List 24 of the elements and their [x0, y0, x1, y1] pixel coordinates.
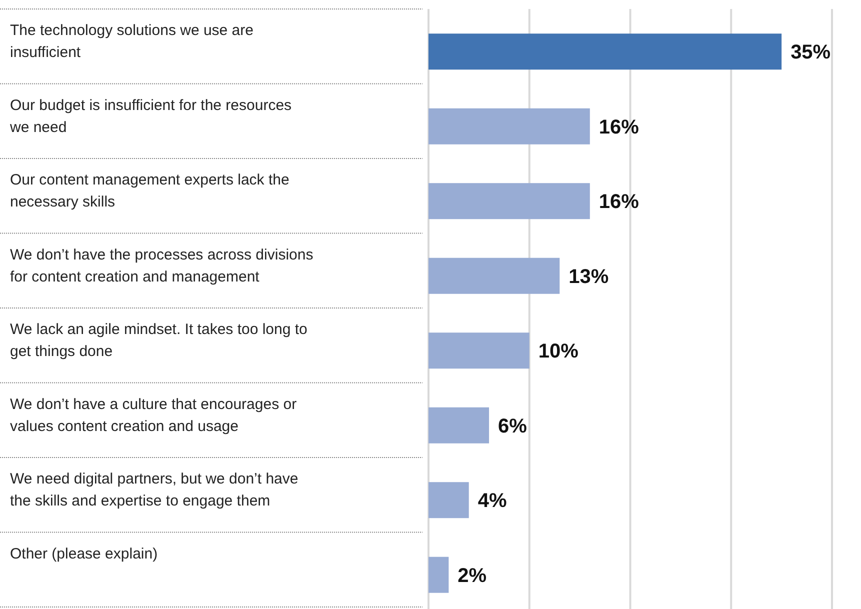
bar: [428, 108, 590, 144]
y-tick-label: Our budget is insufficient for the resources we need: [9, 96, 292, 136]
y-tick-label: Other (please explain): [10, 545, 158, 562]
y-tick-label: We don’t have a culture that encourages or values content creation and usage: [10, 396, 297, 435]
bar: [428, 34, 782, 70]
y-tick-label: We lack an agile mindset. It takes too long to get things done: [10, 321, 308, 360]
bar: [428, 258, 560, 294]
y-tick-label: We need digital partners, but we don’t have the skills and expertise to engage them: [10, 470, 298, 510]
y-tick-label: We don’t have the processes across divisions for content creation and management: [10, 246, 314, 286]
data-label: 2%: [458, 564, 487, 587]
bar: [428, 332, 530, 369]
data-label: 10%: [538, 340, 579, 363]
data-label: 16%: [598, 116, 640, 138]
y-tick-label: The technology solutions we use are insufficient: [10, 22, 254, 61]
bar: [428, 556, 449, 593]
y-tick-label: Our content management experts lack the necessary skills: [10, 172, 290, 210]
data-label: 6%: [498, 415, 528, 438]
data-label: 13%: [568, 266, 609, 288]
data-label: 35%: [790, 42, 831, 64]
bar: [428, 183, 590, 220]
data-label: 4%: [478, 490, 507, 512]
bar: [428, 407, 490, 444]
data-label: 16%: [598, 191, 640, 214]
bar: [428, 482, 469, 518]
